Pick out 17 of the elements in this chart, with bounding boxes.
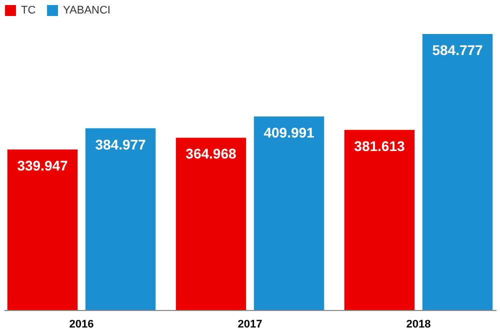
legend-label: TC (21, 4, 36, 17)
bar (85, 128, 156, 310)
data-label: 364.968 (186, 146, 236, 162)
x-tick-label: 2017 (238, 318, 262, 330)
bar (7, 150, 78, 310)
bar (422, 34, 493, 310)
data-label: 409.991 (264, 124, 315, 140)
data-label: 584.777 (432, 42, 484, 58)
legend-label: YABANCI (63, 4, 110, 17)
data-label: 384.977 (95, 136, 146, 152)
bar (254, 116, 324, 310)
bar (344, 130, 415, 310)
data-label: 339.947 (17, 158, 68, 174)
data-label: 381.613 (354, 138, 405, 154)
x-tick-label: 2018 (406, 318, 431, 330)
x-tick-label: 2016 (69, 318, 94, 330)
bar (176, 138, 246, 310)
